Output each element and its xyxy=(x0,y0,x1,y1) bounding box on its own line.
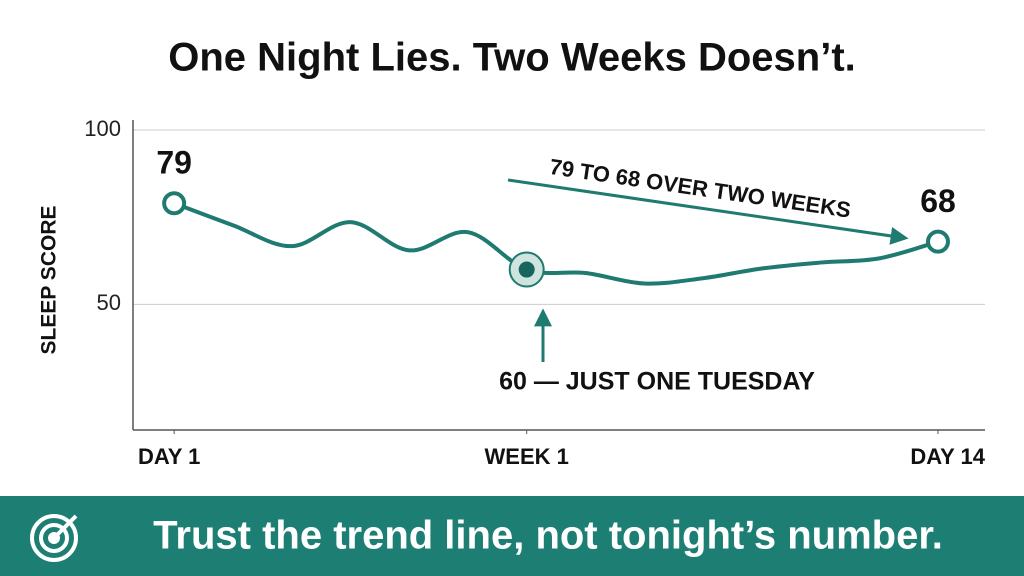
x-tick-label: WEEK 1 xyxy=(485,444,569,469)
target-icon xyxy=(30,514,78,562)
plot-area: 50 100 DAY 1 WEEK 1 DAY 14 79 68 xyxy=(84,116,985,469)
endpoint-marker xyxy=(925,229,950,254)
y-axis-label: SLEEP SCORE xyxy=(38,206,61,355)
trend-arrow xyxy=(507,178,909,245)
x-tick-label: DAY 14 xyxy=(910,444,985,469)
y-tick-label: 50 xyxy=(97,290,121,315)
banner xyxy=(0,496,1024,576)
endpoint-marker xyxy=(162,191,187,216)
dip-annotation: 60 — JUST ONE TUESDAY xyxy=(499,368,815,396)
value-label: 68 xyxy=(920,183,956,219)
x-tick-label: DAY 1 xyxy=(138,444,200,469)
chart-title: One Night Lies. Two Weeks Doesn’t. xyxy=(168,36,856,80)
y-tick-label: 100 xyxy=(84,116,121,141)
banner-text: Trust the trend line, not tonight’s numb… xyxy=(153,514,943,558)
dip-marker xyxy=(518,261,535,278)
trend-annotation: 79 TO 68 OVER TWO WEEKS xyxy=(548,154,852,223)
value-label: 79 xyxy=(156,145,192,181)
